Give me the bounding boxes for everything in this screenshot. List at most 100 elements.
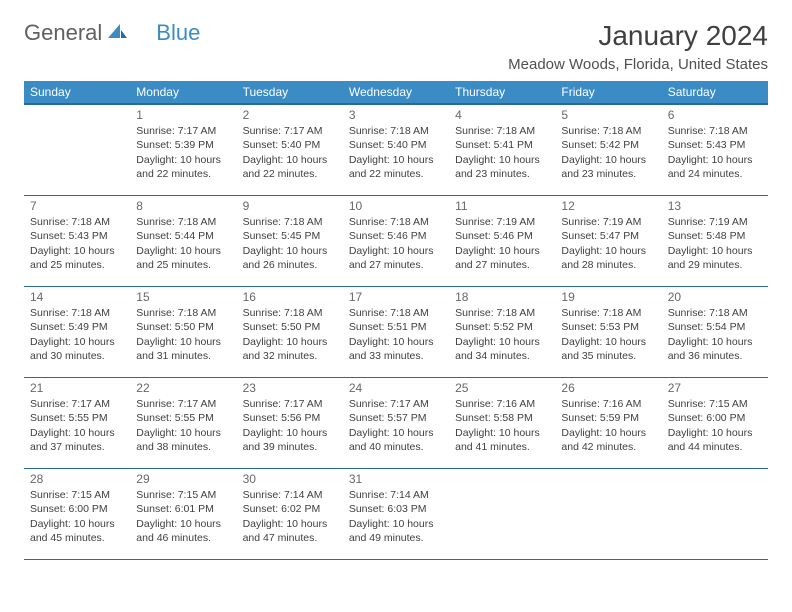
calendar-day-cell: 8Sunrise: 7:18 AMSunset: 5:44 PMDaylight… [130,196,236,287]
sunset-line: Sunset: 5:57 PM [349,411,443,425]
day-number: 1 [136,107,230,123]
brand-text-2: Blue [156,20,200,46]
day-number: 9 [243,198,337,214]
sunset-line: Sunset: 5:45 PM [243,229,337,243]
daylight-line: Daylight: 10 hours and 23 minutes. [561,153,655,181]
calendar-day-cell: 22Sunrise: 7:17 AMSunset: 5:55 PMDayligh… [130,378,236,469]
calendar-day-cell: 2Sunrise: 7:17 AMSunset: 5:40 PMDaylight… [237,104,343,196]
sunset-line: Sunset: 6:02 PM [243,502,337,516]
day-number: 13 [668,198,762,214]
brand-text-1: General [24,20,102,46]
calendar-empty-cell [555,469,661,560]
day-number: 19 [561,289,655,305]
calendar-empty-cell [662,469,768,560]
calendar-day-cell: 28Sunrise: 7:15 AMSunset: 6:00 PMDayligh… [24,469,130,560]
calendar-day-cell: 30Sunrise: 7:14 AMSunset: 6:02 PMDayligh… [237,469,343,560]
sunrise-line: Sunrise: 7:18 AM [668,124,762,138]
calendar-day-cell: 1Sunrise: 7:17 AMSunset: 5:39 PMDaylight… [130,104,236,196]
daylight-line: Daylight: 10 hours and 39 minutes. [243,426,337,454]
location-text: Meadow Woods, Florida, United States [508,56,768,73]
day-number: 6 [668,107,762,123]
sunrise-line: Sunrise: 7:18 AM [561,124,655,138]
daylight-line: Daylight: 10 hours and 47 minutes. [243,517,337,545]
daylight-line: Daylight: 10 hours and 29 minutes. [668,244,762,272]
daylight-line: Daylight: 10 hours and 22 minutes. [136,153,230,181]
calendar-day-cell: 18Sunrise: 7:18 AMSunset: 5:52 PMDayligh… [449,287,555,378]
sunrise-line: Sunrise: 7:18 AM [668,306,762,320]
sunrise-line: Sunrise: 7:18 AM [136,306,230,320]
weekday-header: Wednesday [343,81,449,104]
sunset-line: Sunset: 5:48 PM [668,229,762,243]
calendar-table: SundayMondayTuesdayWednesdayThursdayFrid… [24,81,768,560]
calendar-day-cell: 4Sunrise: 7:18 AMSunset: 5:41 PMDaylight… [449,104,555,196]
sunset-line: Sunset: 5:59 PM [561,411,655,425]
calendar-day-cell: 23Sunrise: 7:17 AMSunset: 5:56 PMDayligh… [237,378,343,469]
day-number: 15 [136,289,230,305]
sunset-line: Sunset: 5:46 PM [349,229,443,243]
sunrise-line: Sunrise: 7:18 AM [30,215,124,229]
daylight-line: Daylight: 10 hours and 22 minutes. [243,153,337,181]
sunset-line: Sunset: 5:43 PM [30,229,124,243]
day-number: 2 [243,107,337,123]
day-number: 7 [30,198,124,214]
daylight-line: Daylight: 10 hours and 42 minutes. [561,426,655,454]
sunset-line: Sunset: 5:42 PM [561,138,655,152]
sunset-line: Sunset: 5:49 PM [30,320,124,334]
calendar-day-cell: 31Sunrise: 7:14 AMSunset: 6:03 PMDayligh… [343,469,449,560]
calendar-day-cell: 7Sunrise: 7:18 AMSunset: 5:43 PMDaylight… [24,196,130,287]
day-number: 25 [455,380,549,396]
sunrise-line: Sunrise: 7:18 AM [243,215,337,229]
daylight-line: Daylight: 10 hours and 25 minutes. [30,244,124,272]
sunset-line: Sunset: 5:58 PM [455,411,549,425]
daylight-line: Daylight: 10 hours and 34 minutes. [455,335,549,363]
daylight-line: Daylight: 10 hours and 36 minutes. [668,335,762,363]
calendar-day-cell: 25Sunrise: 7:16 AMSunset: 5:58 PMDayligh… [449,378,555,469]
day-number: 30 [243,471,337,487]
title-block: January 2024 Meadow Woods, Florida, Unit… [508,20,768,73]
sunset-line: Sunset: 5:55 PM [30,411,124,425]
daylight-line: Daylight: 10 hours and 30 minutes. [30,335,124,363]
weekday-header: Friday [555,81,661,104]
calendar-day-cell: 19Sunrise: 7:18 AMSunset: 5:53 PMDayligh… [555,287,661,378]
calendar-day-cell: 13Sunrise: 7:19 AMSunset: 5:48 PMDayligh… [662,196,768,287]
calendar-day-cell: 27Sunrise: 7:15 AMSunset: 6:00 PMDayligh… [662,378,768,469]
sunset-line: Sunset: 5:50 PM [243,320,337,334]
calendar-day-cell: 20Sunrise: 7:18 AMSunset: 5:54 PMDayligh… [662,287,768,378]
sunrise-line: Sunrise: 7:18 AM [243,306,337,320]
sunset-line: Sunset: 5:52 PM [455,320,549,334]
weekday-header: Thursday [449,81,555,104]
sunrise-line: Sunrise: 7:18 AM [455,306,549,320]
day-number: 26 [561,380,655,396]
brand-sail-icon [106,22,128,45]
sunset-line: Sunset: 5:41 PM [455,138,549,152]
calendar-day-cell: 24Sunrise: 7:17 AMSunset: 5:57 PMDayligh… [343,378,449,469]
daylight-line: Daylight: 10 hours and 35 minutes. [561,335,655,363]
sunset-line: Sunset: 5:50 PM [136,320,230,334]
daylight-line: Daylight: 10 hours and 23 minutes. [455,153,549,181]
sunset-line: Sunset: 6:00 PM [668,411,762,425]
daylight-line: Daylight: 10 hours and 25 minutes. [136,244,230,272]
daylight-line: Daylight: 10 hours and 27 minutes. [455,244,549,272]
sunrise-line: Sunrise: 7:14 AM [349,488,443,502]
day-number: 23 [243,380,337,396]
calendar-day-cell: 15Sunrise: 7:18 AMSunset: 5:50 PMDayligh… [130,287,236,378]
sunset-line: Sunset: 5:56 PM [243,411,337,425]
calendar-day-cell: 6Sunrise: 7:18 AMSunset: 5:43 PMDaylight… [662,104,768,196]
sunset-line: Sunset: 5:54 PM [668,320,762,334]
calendar-day-cell: 26Sunrise: 7:16 AMSunset: 5:59 PMDayligh… [555,378,661,469]
sunset-line: Sunset: 5:55 PM [136,411,230,425]
daylight-line: Daylight: 10 hours and 22 minutes. [349,153,443,181]
day-number: 3 [349,107,443,123]
calendar-day-cell: 17Sunrise: 7:18 AMSunset: 5:51 PMDayligh… [343,287,449,378]
sunrise-line: Sunrise: 7:14 AM [243,488,337,502]
sunset-line: Sunset: 5:53 PM [561,320,655,334]
brand-logo: General Blue [24,20,200,46]
sunrise-line: Sunrise: 7:18 AM [455,124,549,138]
calendar-row: 1Sunrise: 7:17 AMSunset: 5:39 PMDaylight… [24,104,768,196]
day-number: 14 [30,289,124,305]
sunrise-line: Sunrise: 7:18 AM [349,306,443,320]
day-number: 10 [349,198,443,214]
sunrise-line: Sunrise: 7:19 AM [668,215,762,229]
sunset-line: Sunset: 5:43 PM [668,138,762,152]
day-number: 27 [668,380,762,396]
